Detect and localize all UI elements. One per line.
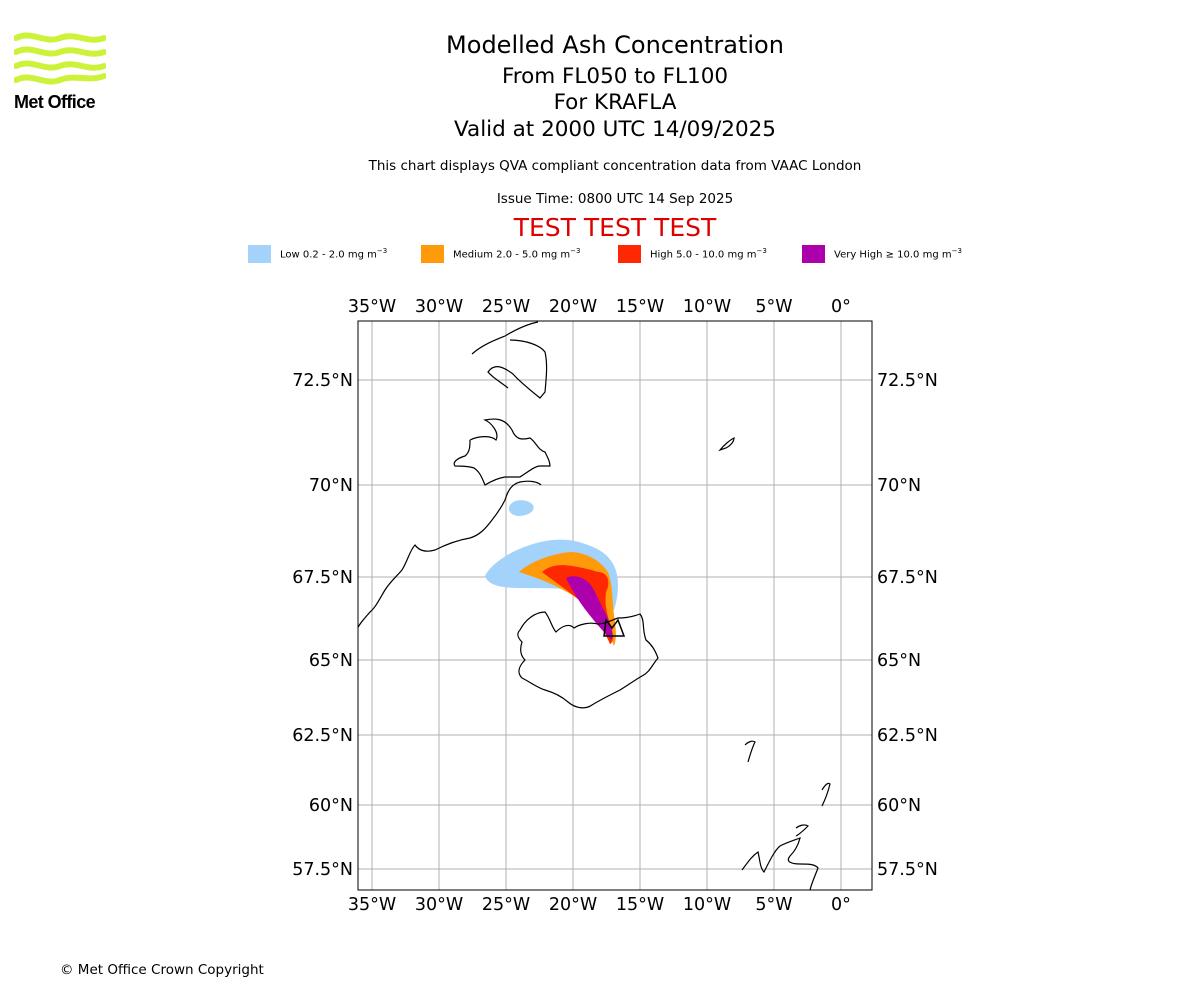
lat-tick: 70°N <box>309 476 353 496</box>
legend-label: High 5.0 - 10.0 mg m−3 <box>650 247 767 261</box>
legend-swatch <box>802 245 825 263</box>
lon-tick: 10°W <box>683 297 731 317</box>
legend-label: Medium 2.0 - 5.0 mg m−3 <box>453 247 581 261</box>
lon-tick: 10°W <box>683 895 731 915</box>
issue-time: Issue Time: 0800 UTC 14 Sep 2025 <box>496 191 734 207</box>
lon-tick: 0° <box>831 895 851 915</box>
met-office-logo-icon <box>14 32 106 85</box>
lat-tick: 70°N <box>877 476 921 496</box>
lon-tick: 15°W <box>616 297 664 317</box>
lon-tick: 5°W <box>755 297 792 317</box>
lon-tick: 30°W <box>415 297 463 317</box>
lon-tick: 25°W <box>482 297 530 317</box>
lon-tick: 15°W <box>616 895 664 915</box>
test-banner: TEST TEST TEST <box>513 213 717 242</box>
logo-wordmark: Met Office <box>14 92 96 112</box>
legend-label: Very High ≥ 10.0 mg m−3 <box>834 247 962 261</box>
lat-tick: 60°N <box>309 796 353 816</box>
lon-ticks-top: 35°W 30°W 25°W 20°W 15°W 10°W 5°W 0° <box>348 297 851 317</box>
lon-tick: 25°W <box>482 895 530 915</box>
lon-tick: 35°W <box>348 297 396 317</box>
flight-levels: From FL050 to FL100 <box>501 64 729 89</box>
gridlines <box>358 321 872 890</box>
lon-tick: 20°W <box>549 895 597 915</box>
legend-swatch <box>618 245 641 263</box>
lat-tick: 62.5°N <box>877 726 938 746</box>
lat-tick: 72.5°N <box>292 371 353 391</box>
volcano-marker-icon <box>603 618 626 637</box>
lon-tick: 20°W <box>549 297 597 317</box>
ash-high-area <box>542 565 613 644</box>
volcano-name: For KRAFLA <box>553 90 677 115</box>
legend-swatch <box>248 245 271 263</box>
lat-tick: 67.5°N <box>877 568 938 588</box>
lon-ticks-bottom: 35°W 30°W 25°W 20°W 15°W 10°W 5°W 0° <box>348 895 851 915</box>
lon-tick: 0° <box>831 297 851 317</box>
lat-tick: 57.5°N <box>877 860 938 880</box>
lat-tick: 57.5°N <box>292 860 353 880</box>
lon-tick: 35°W <box>348 895 396 915</box>
lat-tick: 67.5°N <box>292 568 353 588</box>
map-frame <box>357 320 873 891</box>
lon-tick: 5°W <box>755 895 792 915</box>
lat-ticks-left: 72.5°N 70°N 67.5°N 65°N 62.5°N 60°N 57.5… <box>292 371 353 880</box>
lat-tick: 65°N <box>877 651 921 671</box>
lat-tick: 65°N <box>309 651 353 671</box>
lat-tick: 62.5°N <box>292 726 353 746</box>
lat-tick: 72.5°N <box>877 371 938 391</box>
chart-title: Modelled Ash Concentration <box>446 31 784 59</box>
valid-time: Valid at 2000 UTC 14/09/2025 <box>453 117 776 142</box>
legend-swatch <box>421 245 444 263</box>
coastlines <box>358 321 831 890</box>
legend-label: Low 0.2 - 2.0 mg m−3 <box>280 247 388 261</box>
lon-tick: 30°W <box>415 895 463 915</box>
copyright-notice: © Met Office Crown Copyright <box>60 962 264 978</box>
lat-tick: 60°N <box>877 796 921 816</box>
lat-ticks-right: 72.5°N 70°N 67.5°N 65°N 62.5°N 60°N 57.5… <box>877 371 938 880</box>
qva-notice: This chart displays QVA compliant concen… <box>368 158 862 174</box>
